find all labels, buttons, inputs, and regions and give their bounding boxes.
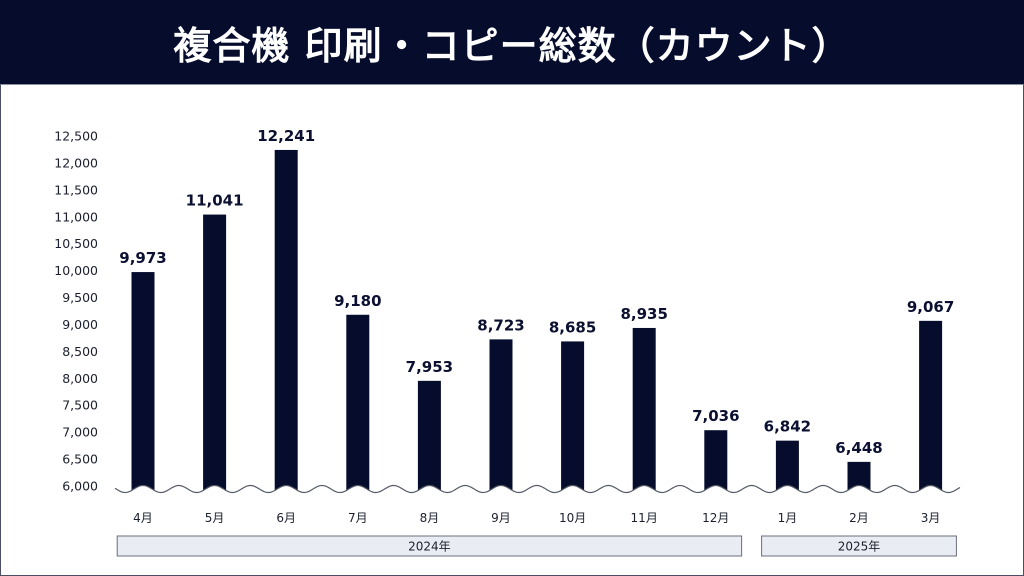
year-group-label: 2024年 [408,540,451,554]
x-tick-label: 10月 [559,511,586,525]
y-tick-label: 12,500 [54,129,98,144]
y-tick-label: 8,500 [62,344,98,359]
y-tick-label: 10,500 [54,236,98,251]
y-tick-label: 6,500 [62,452,98,467]
y-tick-label: 11,500 [54,182,98,197]
year-group-box [116,535,743,557]
data-label: 6,448 [835,439,882,457]
bar-5月 [203,214,227,494]
x-tick-label: 11月 [631,511,658,525]
y-tick-label: 9,000 [62,317,98,332]
x-tick-label: 8月 [420,511,440,525]
data-label: 12,241 [257,127,315,145]
x-tick-label: 4月 [133,511,153,525]
bar-2月 [847,461,871,493]
title-banner: 複合機 印刷・コピー総数（カウント） [0,0,1024,84]
data-label: 9,973 [119,249,166,267]
data-label: 7,036 [692,407,739,425]
bar-6月 [274,149,298,493]
bar-1月 [775,440,799,493]
x-tick-label: 5月 [205,511,225,525]
bar-10月 [561,341,585,493]
data-label: 9,067 [907,298,954,316]
x-tick-label: 3月 [921,511,941,525]
data-label: 9,180 [334,292,381,310]
data-label: 8,935 [620,305,667,323]
chart-title: 複合機 印刷・コピー総数（カウント） [173,23,851,68]
x-tick-label: 6月 [276,511,296,525]
data-label: 8,685 [549,318,596,336]
data-label: 8,723 [477,316,524,334]
bar-9月 [489,339,513,493]
data-label: 11,041 [186,192,244,210]
y-tick-label: 12,000 [54,155,98,170]
y-tick-label: 8,000 [62,371,98,386]
bar-4月 [131,272,155,493]
bar-8月 [417,380,441,493]
y-tick-label: 11,000 [54,209,98,224]
data-label: 7,953 [406,358,453,376]
axis-break-wave [114,484,961,494]
bar-11月 [632,327,656,493]
x-tick-label: 1月 [778,511,798,525]
x-tick-label: 7月 [348,511,368,525]
bar-12月 [704,430,728,493]
axis-break-mask [115,485,960,500]
x-tick-label: 2月 [849,511,869,525]
y-tick-label: 6,000 [62,479,98,494]
y-tick-label: 7,500 [62,398,98,413]
y-tick-label: 10,000 [54,263,98,278]
y-tick-label: 9,500 [62,290,98,305]
bar-7月 [346,314,370,493]
year-group-box [761,535,957,557]
x-tick-label: 9月 [491,511,511,525]
y-tick-label: 7,000 [62,425,98,440]
x-tick-label: 12月 [702,511,729,525]
bar-3月 [919,320,943,493]
year-group-label: 2025年 [838,540,881,554]
data-label: 6,842 [764,418,811,436]
